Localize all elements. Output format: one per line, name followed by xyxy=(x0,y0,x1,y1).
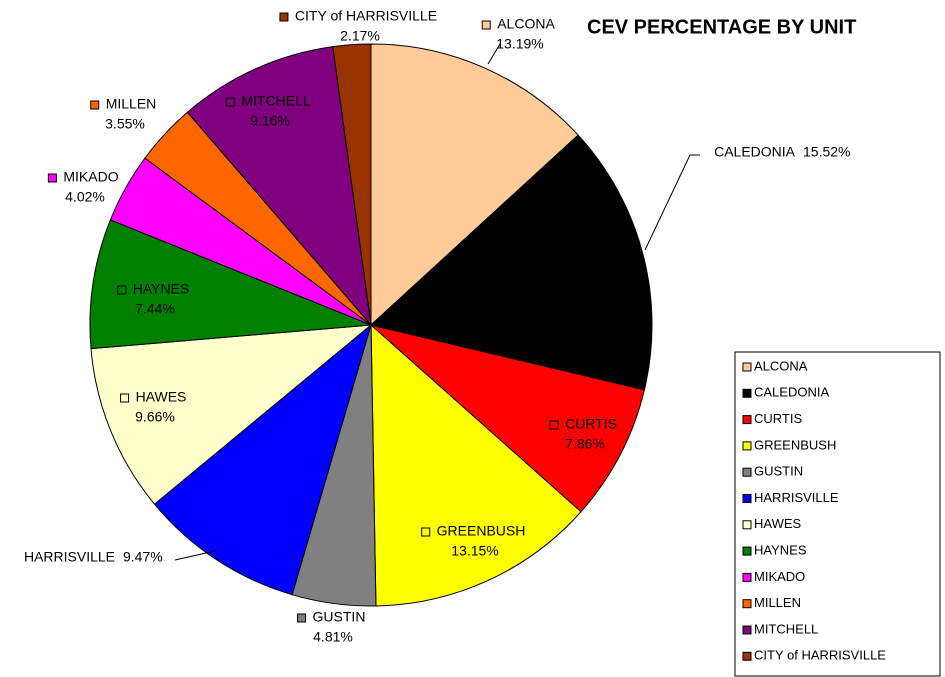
legend-key xyxy=(742,441,752,451)
slice-value-label: 4.81% xyxy=(313,629,353,645)
legend-label: ALCONA xyxy=(754,358,808,373)
label-key xyxy=(549,420,559,430)
slice-label: MILLEN xyxy=(106,96,157,112)
pie-slice xyxy=(90,324,373,505)
label-key xyxy=(47,173,57,183)
legend-key xyxy=(742,467,752,477)
label-key xyxy=(481,20,491,30)
slice-value-label: 3.55% xyxy=(105,116,145,132)
legend-label: MILLEN xyxy=(754,595,801,610)
slice-value-label: 4.02% xyxy=(65,189,105,205)
slice-label: HAWES xyxy=(136,389,187,405)
legend-label: HARRISVILLE xyxy=(754,490,839,505)
legend-key xyxy=(742,520,752,530)
legend-key xyxy=(742,415,752,425)
slice-label: MIKADO xyxy=(63,169,118,185)
legend-key xyxy=(742,362,752,372)
slice-label: GUSTIN xyxy=(313,609,366,625)
legend-key xyxy=(742,546,752,556)
leader-line xyxy=(487,43,501,65)
slice-label: MITCHELL xyxy=(241,93,310,109)
pie-slice xyxy=(369,134,653,391)
label-key xyxy=(297,613,307,623)
leader-line xyxy=(644,154,700,251)
legend-label: HAWES xyxy=(754,516,802,531)
chart-title: CEV PERCENTAGE BY UNIT xyxy=(587,16,856,38)
pie-slice xyxy=(332,43,372,326)
slice-label: CITY of HARRISVILLE xyxy=(295,8,437,24)
legend-key xyxy=(742,572,752,582)
pie-slice xyxy=(186,46,372,327)
legend-key xyxy=(742,625,752,635)
slice-value-label: 13.19% xyxy=(496,36,543,52)
label-key xyxy=(421,527,431,537)
slice-value-label: 9.16% xyxy=(250,113,290,129)
pie-slice xyxy=(153,323,372,596)
legend-label: GREENBUSH xyxy=(754,437,836,452)
label-key xyxy=(279,12,289,22)
label-key xyxy=(117,285,127,295)
legend-key xyxy=(742,388,752,398)
legend-label: HAYNES xyxy=(754,543,807,558)
slice-value-label: 9.66% xyxy=(135,409,175,425)
leader-line xyxy=(174,550,216,561)
legend-label: GUSTIN xyxy=(754,464,803,479)
pie-slice xyxy=(370,324,646,513)
legend-box xyxy=(734,351,941,677)
slice-label: CURTIS xyxy=(565,416,617,432)
legend-key xyxy=(742,651,752,661)
label-key xyxy=(120,393,130,403)
slice-value-label: 2.17% xyxy=(340,28,380,44)
slice-value-label: 7.44% xyxy=(135,301,175,317)
slice-value-label: 7.86% xyxy=(565,436,605,452)
legend-label: CITY of HARRISVILLE xyxy=(754,648,886,663)
legend-key xyxy=(742,494,752,503)
pie-slice xyxy=(89,219,372,350)
label-key xyxy=(225,97,235,107)
slice-value-label: 15.52% xyxy=(803,144,850,160)
slice-label: HARRISVILLE xyxy=(24,549,115,565)
legend-key xyxy=(742,599,752,609)
slice-label: ALCONA xyxy=(497,16,555,32)
slice-label: CALEDONIA xyxy=(714,144,796,160)
slice-value-label: 13.15% xyxy=(451,543,498,559)
legend-label: CURTIS xyxy=(754,411,802,426)
legend-label: MIKADO xyxy=(754,569,805,584)
label-key xyxy=(90,100,100,110)
pie-slice xyxy=(370,43,579,327)
slice-value-label: 9.47% xyxy=(123,549,163,565)
legend-label: CALEDONIA xyxy=(754,385,829,400)
slice-label: GREENBUSH xyxy=(437,523,526,539)
slice-label: HAYNES xyxy=(133,281,190,297)
legend-label: MITCHELL xyxy=(754,621,818,636)
